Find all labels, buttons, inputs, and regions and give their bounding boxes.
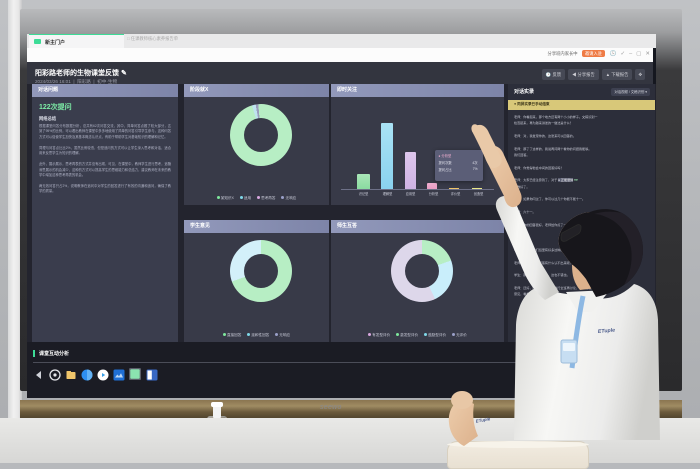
svg-text:ETuple: ETuple xyxy=(475,416,491,424)
